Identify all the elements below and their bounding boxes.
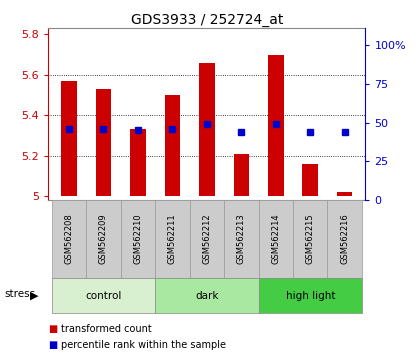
- Bar: [302, 164, 318, 196]
- Bar: [155, 278, 259, 313]
- Text: stress: stress: [4, 289, 35, 299]
- Title: GDS3933 / 252724_at: GDS3933 / 252724_at: [131, 13, 283, 27]
- Text: ■: ■: [48, 324, 58, 334]
- Bar: [293, 200, 328, 278]
- Bar: [259, 278, 362, 313]
- Bar: [234, 154, 249, 196]
- Text: GSM562209: GSM562209: [99, 213, 108, 264]
- Text: ▶: ▶: [30, 291, 39, 301]
- Text: GSM562208: GSM562208: [65, 213, 73, 264]
- Bar: [96, 89, 111, 196]
- Bar: [268, 55, 284, 196]
- Text: GSM562216: GSM562216: [340, 213, 349, 264]
- Bar: [52, 278, 155, 313]
- Text: GSM562214: GSM562214: [271, 213, 280, 264]
- Text: GSM562213: GSM562213: [237, 213, 246, 264]
- Text: high light: high light: [286, 291, 335, 301]
- Bar: [199, 63, 215, 196]
- Bar: [337, 192, 352, 196]
- Bar: [130, 129, 146, 196]
- Bar: [165, 95, 180, 196]
- Bar: [155, 200, 189, 278]
- Text: percentile rank within the sample: percentile rank within the sample: [61, 340, 226, 350]
- Text: dark: dark: [195, 291, 218, 301]
- Text: transformed count: transformed count: [61, 324, 152, 334]
- Text: ■: ■: [48, 340, 58, 350]
- Text: GSM562210: GSM562210: [134, 213, 142, 264]
- Text: GSM562215: GSM562215: [306, 213, 315, 264]
- Bar: [259, 200, 293, 278]
- Bar: [86, 200, 121, 278]
- Bar: [61, 81, 77, 196]
- Bar: [224, 200, 259, 278]
- Bar: [189, 200, 224, 278]
- Text: GSM562211: GSM562211: [168, 213, 177, 264]
- Text: GSM562212: GSM562212: [202, 213, 211, 264]
- Bar: [121, 200, 155, 278]
- Text: control: control: [85, 291, 122, 301]
- Bar: [52, 200, 86, 278]
- Bar: [328, 200, 362, 278]
